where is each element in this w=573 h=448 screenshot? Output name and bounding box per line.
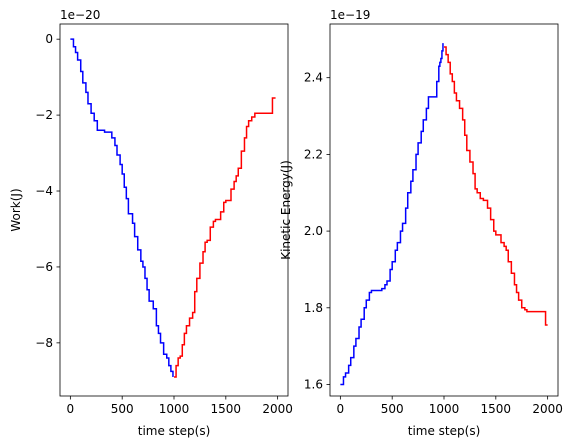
x-tick-label: 500 xyxy=(111,402,134,416)
y-tick-label: −2 xyxy=(35,108,53,122)
y-offset-label: 1e−19 xyxy=(330,8,370,22)
x-tick-label: 2000 xyxy=(532,402,563,416)
series-line-blue xyxy=(340,43,444,386)
x-tick-label: 2000 xyxy=(262,402,293,416)
x-tick-label: 0 xyxy=(67,402,75,416)
x-tick-label: 0 xyxy=(337,402,345,416)
y-tick-label: 2.2 xyxy=(304,147,323,161)
series-line-blue xyxy=(70,38,174,378)
y-tick-label: 2.0 xyxy=(304,224,323,238)
x-tick-label: 1500 xyxy=(211,402,242,416)
axes-frame xyxy=(329,23,559,397)
y-tick-label: −6 xyxy=(35,260,53,274)
kinetic-energy-chart: 0 500 1000 1500 2000 1.6 1.8 2.0 2.2 2.4 time step… xyxy=(279,8,563,438)
y-tick-label: 2.4 xyxy=(304,71,323,85)
y-offset-label: 1e−20 xyxy=(60,8,100,22)
y-tick-label: −8 xyxy=(35,336,53,350)
x-tick-label: 500 xyxy=(381,402,404,416)
y-tick-label: 1.6 xyxy=(304,377,323,391)
series-line-red xyxy=(444,46,548,326)
y-tick-label: −4 xyxy=(35,184,53,198)
y-axis-label: Work(J) xyxy=(9,188,23,231)
x-tick-label: 1500 xyxy=(481,402,512,416)
y-tick-label: 1.8 xyxy=(304,301,323,315)
work-chart: 0 500 1000 1500 2000 0 −2 −4 −6 −8 time step(s) Wor… xyxy=(9,8,293,438)
y-axis-label: Kinetic Energy(J) xyxy=(279,160,293,260)
y-tick-label: 0 xyxy=(45,32,53,46)
axes-frame xyxy=(59,23,289,397)
x-axis-label: time step(s) xyxy=(408,424,481,438)
x-tick-label: 1000 xyxy=(429,402,460,416)
series-line-red xyxy=(174,97,276,378)
x-tick-label: 1000 xyxy=(159,402,190,416)
x-axis-label: time step(s) xyxy=(138,424,211,438)
